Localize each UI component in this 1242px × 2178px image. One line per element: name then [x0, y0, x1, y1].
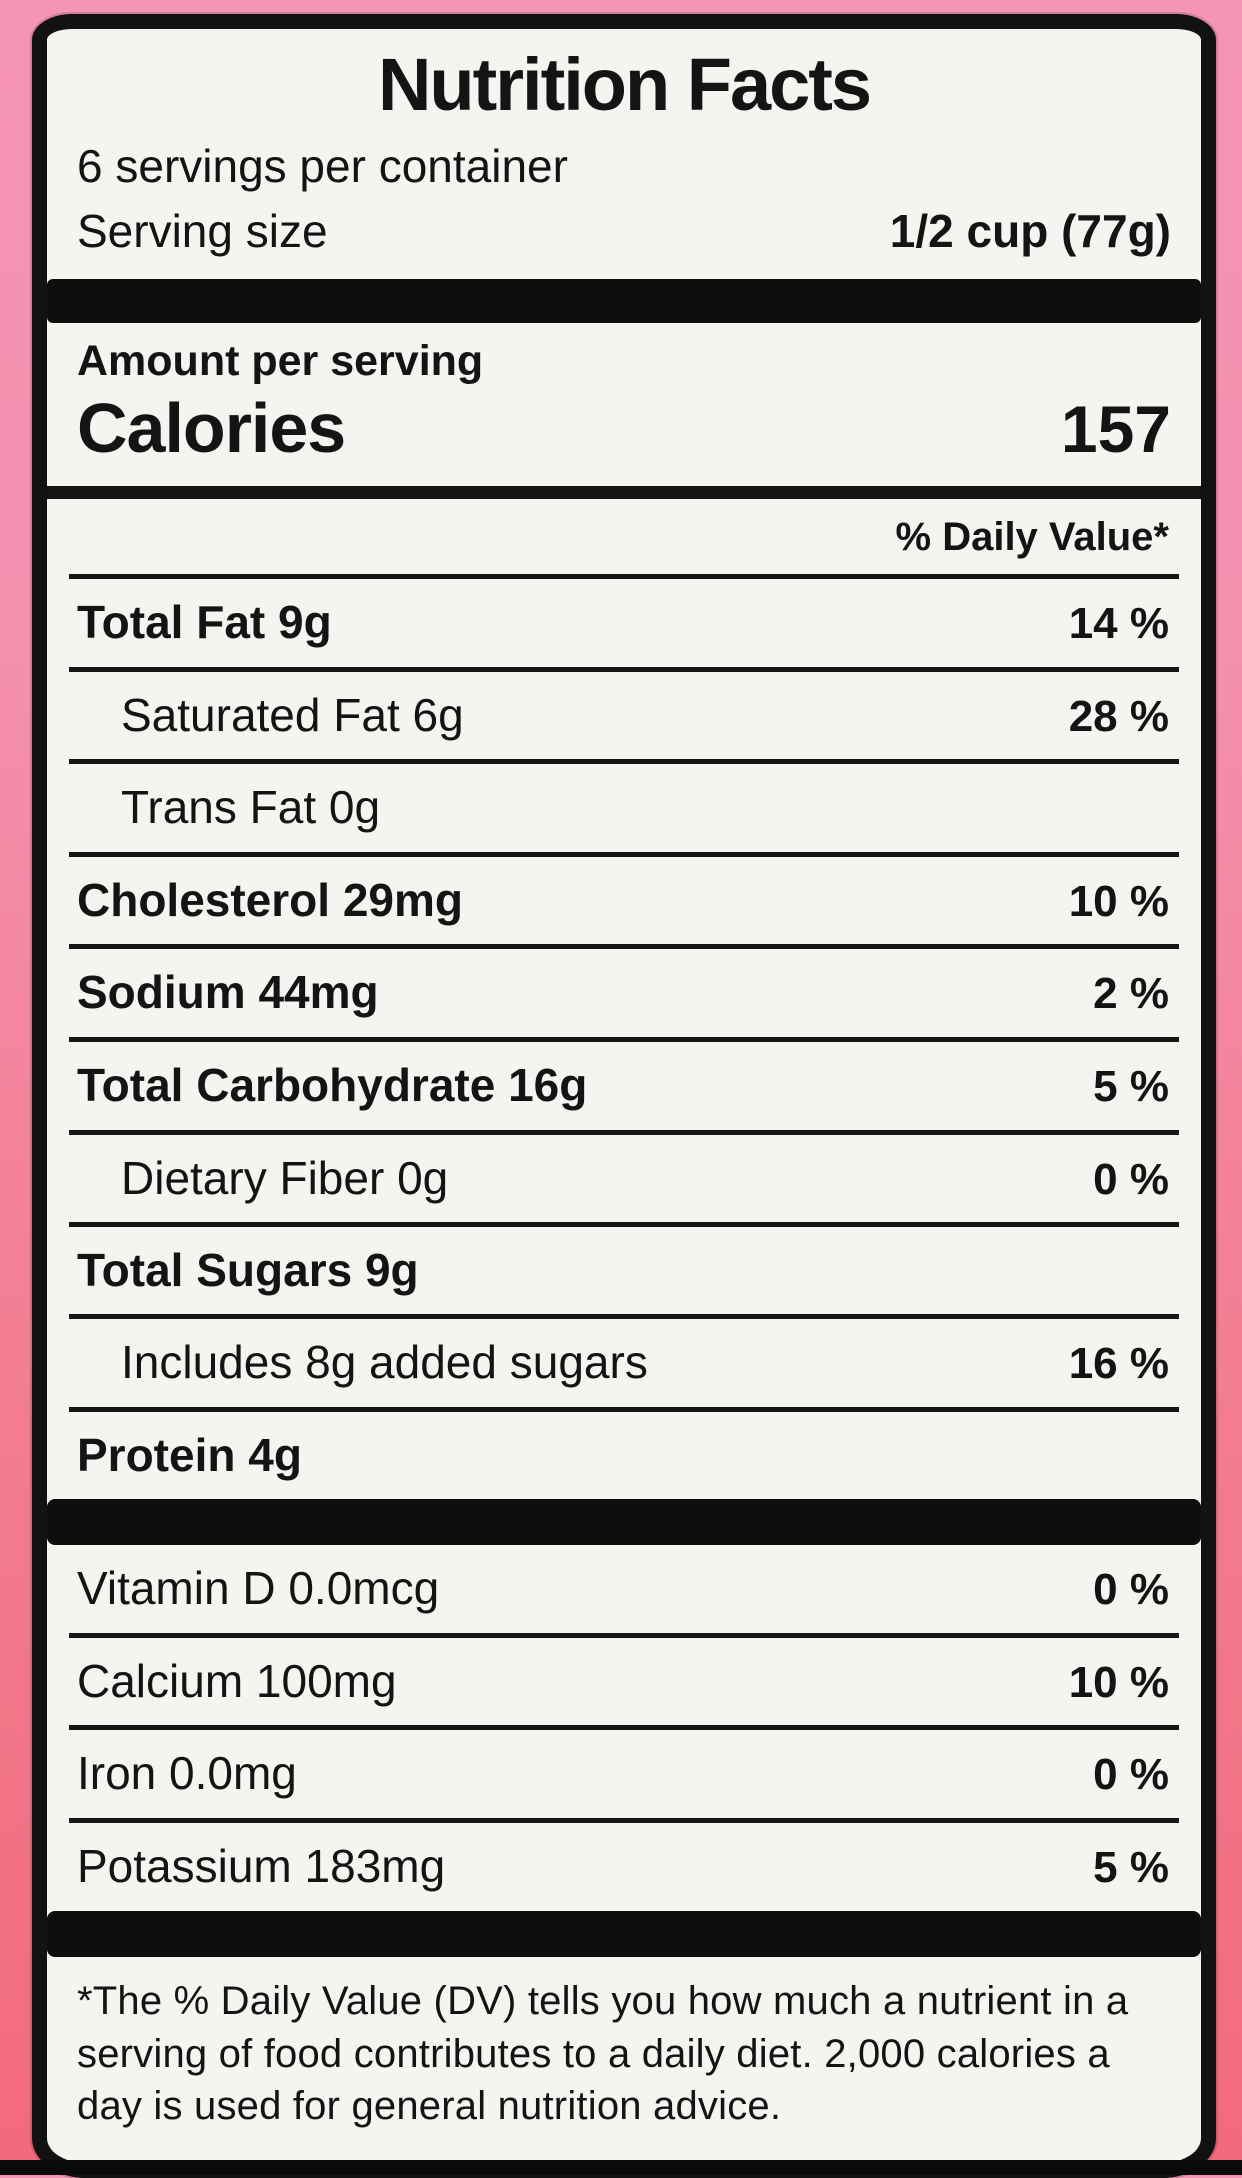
nutrient-name: Total Carbohydrate 16g [77, 1058, 588, 1111]
divider-bar-protein [47, 1499, 1201, 1546]
nutrient-row-protein: Protein 4g [69, 1407, 1179, 1499]
nutrition-label: Nutrition Facts 6 servings per container… [32, 14, 1216, 2178]
nutrient-percent: 14 % [1068, 599, 1169, 649]
nutrient-percent: 10 % [1068, 876, 1169, 926]
calories-row: Calories 157 [69, 386, 1179, 482]
nutrient-name: Vitamin D 0.0mcg [77, 1562, 440, 1615]
serving-size-row: Serving size 1/2 cup (77g) [69, 198, 1179, 273]
nutrient-row-calcium: Calcium 100mg 10 % [69, 1632, 1179, 1726]
nutrient-name: Protein 4g [77, 1429, 302, 1482]
nutrient-percent: 28 % [1068, 691, 1169, 741]
daily-value-footnote: *The % Daily Value (DV) tells you how mu… [77, 1978, 1129, 2129]
nutrient-percent: 5 % [1093, 1843, 1169, 1893]
nutrient-name: Total Fat 9g [77, 596, 332, 649]
nutrient-name: Calcium 100mg [77, 1654, 397, 1707]
nutrient-percent: 0 % [1093, 1565, 1169, 1615]
nutrient-row-cholesterol: Cholesterol 29mg 10 % [69, 851, 1179, 945]
serving-size-label: Serving size [77, 204, 328, 257]
nutrient-percent: 0 % [1093, 1750, 1169, 1800]
divider-bar-calories [47, 486, 1201, 500]
nutrient-row-dietary-fiber: Dietary Fiber 0g 0 % [69, 1129, 1179, 1223]
serving-size-value: 1/2 cup (77g) [889, 204, 1171, 257]
nutrient-row-total-fat: Total Fat 9g 14 % [69, 574, 1179, 667]
nutrient-row-potassium: Potassium 183mg 5 % [69, 1818, 1179, 1911]
nutrient-row-saturated-fat: Saturated Fat 6g 28 % [69, 666, 1179, 760]
nutrient-row-total-carbohydrate: Total Carbohydrate 16g 5 % [69, 1036, 1179, 1130]
nutrient-row-trans-fat: Trans Fat 0g [69, 759, 1179, 851]
amount-per-serving-label: Amount per serving [77, 336, 484, 385]
calories-label: Calories [77, 389, 346, 468]
servings-per-container: 6 servings per container [77, 139, 568, 192]
nutrient-name: Includes 8g added sugars [121, 1336, 648, 1389]
daily-value-header: % Daily Value* [895, 515, 1169, 560]
nutrient-row-added-sugars: Includes 8g added sugars 16 % [69, 1314, 1179, 1407]
nutrient-name: Total Sugars 9g [77, 1244, 419, 1297]
nutrient-name: Trans Fat 0g [121, 781, 381, 834]
nutrient-row-total-sugars: Total Sugars 9g [69, 1222, 1179, 1314]
nutrient-name: Iron 0.0mg [77, 1747, 297, 1800]
label-title: Nutrition Facts [377, 43, 872, 126]
nutrient-name: Dietary Fiber 0g [121, 1151, 449, 1204]
nutrient-row-sodium: Sodium 44mg 2 % [69, 944, 1179, 1037]
nutrient-name: Cholesterol 29mg [77, 873, 463, 926]
divider-bar-top [47, 278, 1201, 323]
nutrient-row-vitamin-d: Vitamin D 0.0mcg 0 % [69, 1545, 1179, 1633]
photo-bottom-edge [0, 2160, 1242, 2175]
divider-bar-footnote [47, 1910, 1201, 1957]
nutrient-percent: 10 % [1068, 1657, 1169, 1707]
nutrient-name: Sodium 44mg [77, 966, 379, 1019]
nutrient-percent: 16 % [1068, 1339, 1169, 1389]
nutrient-name: Potassium 183mg [77, 1840, 446, 1893]
calories-value: 157 [1060, 392, 1171, 467]
nutrient-percent: 2 % [1093, 969, 1169, 1019]
nutrient-percent: 5 % [1093, 1061, 1169, 1111]
nutrient-name: Saturated Fat 6g [121, 688, 464, 741]
nutrient-percent: 0 % [1093, 1154, 1169, 1204]
nutrient-row-iron: Iron 0.0mg 0 % [69, 1725, 1179, 1818]
